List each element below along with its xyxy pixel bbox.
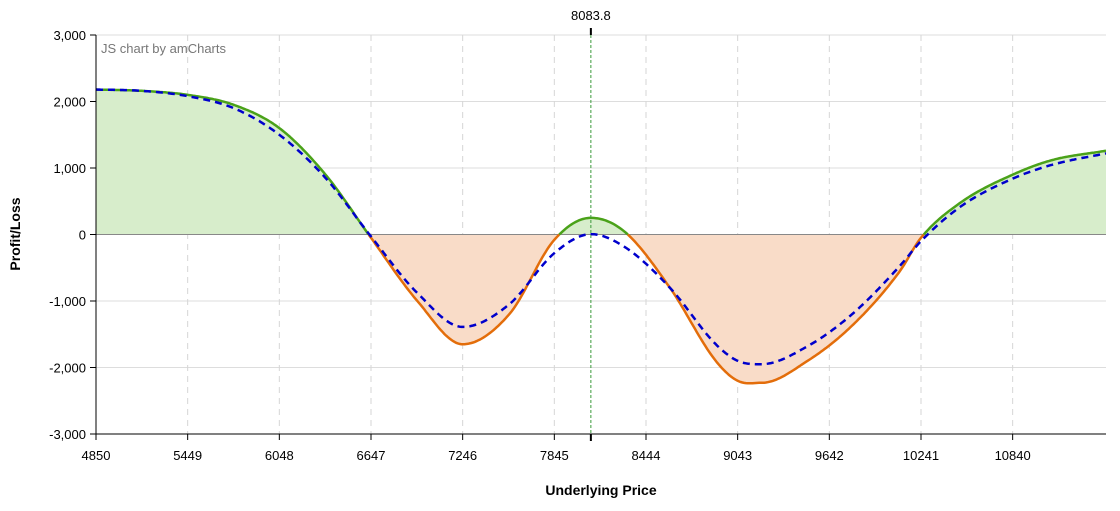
loss-area (368, 234, 560, 345)
x-tick-label: 8444 (632, 448, 661, 463)
x-tick-label: 9642 (815, 448, 844, 463)
x-tick-label: 5449 (173, 448, 202, 463)
pl-area-fill (96, 89, 1106, 384)
t0-line (96, 88, 1106, 366)
x-tick-label: 7845 (540, 448, 569, 463)
x-tick-label: 4850 (82, 448, 111, 463)
y-tick-label: -2,000 (49, 361, 86, 376)
profit-area (923, 150, 1106, 235)
x-axis-title: Underlying Price (545, 482, 656, 498)
expiry-profit-line (96, 88, 370, 236)
current-price-marker: 8083.8 (571, 8, 611, 441)
expiry-profit-line (558, 216, 629, 236)
y-axis-title: Profit/Loss (7, 197, 23, 270)
expiry-profit-line (922, 149, 1106, 236)
y-tick-label: 2,000 (53, 95, 86, 110)
x-tick-label: 6048 (265, 448, 294, 463)
x-tick-label: 10241 (903, 448, 939, 463)
profit-area (96, 89, 369, 235)
y-tick-label: -3,000 (49, 427, 86, 442)
x-tick-label: 6647 (357, 448, 386, 463)
expiry-loss-line (626, 233, 925, 385)
x-tick-label: 9043 (723, 448, 752, 463)
x-tick-label: 10840 (995, 448, 1031, 463)
y-tick-label: 3,000 (53, 28, 86, 43)
y-tick-label: 1,000 (53, 161, 86, 176)
y-tick-label: 0 (79, 228, 86, 243)
axes: -3,000 -2,000 -1,000 0 1,000 2,000 3,000 4850 54… (49, 28, 1106, 463)
current-price-label: 8083.8 (571, 8, 611, 23)
y-tick-label: -1,000 (49, 294, 86, 309)
series-lines (96, 88, 1106, 385)
x-tick-label: 7246 (448, 448, 477, 463)
loss-area (627, 234, 924, 384)
chart-credit[interactable]: JS chart by amCharts (101, 41, 226, 56)
